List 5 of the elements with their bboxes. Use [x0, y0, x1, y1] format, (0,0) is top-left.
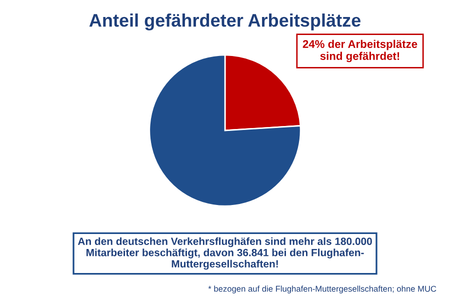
pie-slice: [148, 54, 302, 207]
text: * bezogen auf die Flughafen-Muttergesellschaften; ohne MUC: [208, 286, 436, 294]
text: An den deutschen Verkehrsflughäfen sind mehr als 180.000 Mitarbeiter beschäftigt, davon 36.841 bei den Flughafen- Muttergesellschaften!: [78, 237, 372, 270]
chart-title: Anteil gefährdeter Arbeitsplätze: [89, 14, 360, 30]
text: 24% der Arbeitsplätze sind gefährdet!: [302, 40, 418, 62]
